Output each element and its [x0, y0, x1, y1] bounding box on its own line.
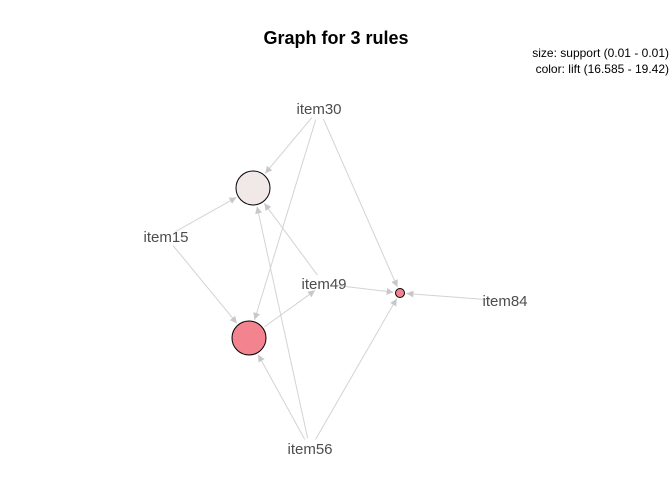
item-label-item56[interactable]: item56: [287, 441, 332, 458]
edge-rule2-item49: [264, 290, 316, 328]
item-label-item30[interactable]: item30: [296, 101, 341, 118]
item-label-item15[interactable]: item15: [143, 229, 188, 246]
legend-color: color: lift (16.585 - 19.42): [535, 62, 669, 76]
edge-item49-rule3: [334, 284, 394, 295]
edge-item84-rule3: [406, 290, 495, 301]
edge-item56-rule1: [255, 206, 309, 439]
edge-item56-rule2: [257, 354, 306, 440]
nodes-layer: [231, 170, 405, 356]
edge-item30-rule3: [322, 118, 398, 288]
edge-item15-rule2: [172, 245, 238, 324]
rule-node-rule1[interactable]: [235, 170, 271, 206]
edge-item56-rule3: [315, 298, 398, 440]
labels-layer: item30 item15 item49 item84 item56: [143, 101, 527, 458]
graph-title: Graph for 3 rules: [263, 28, 409, 48]
legend-size: size: support (0.01 - 0.01): [532, 46, 669, 60]
item-label-item84[interactable]: item84: [482, 293, 527, 310]
rule-node-rule2[interactable]: [231, 320, 267, 356]
edge-item15-rule1: [175, 196, 237, 233]
edge-item30-rule2: [253, 119, 317, 320]
rule-node-rule3[interactable]: [395, 288, 405, 298]
edge-item30-rule1: [264, 117, 313, 174]
edges-layer: [172, 117, 495, 440]
item-label-item49[interactable]: item49: [301, 276, 346, 293]
edge-item49-rule1: [263, 202, 318, 276]
